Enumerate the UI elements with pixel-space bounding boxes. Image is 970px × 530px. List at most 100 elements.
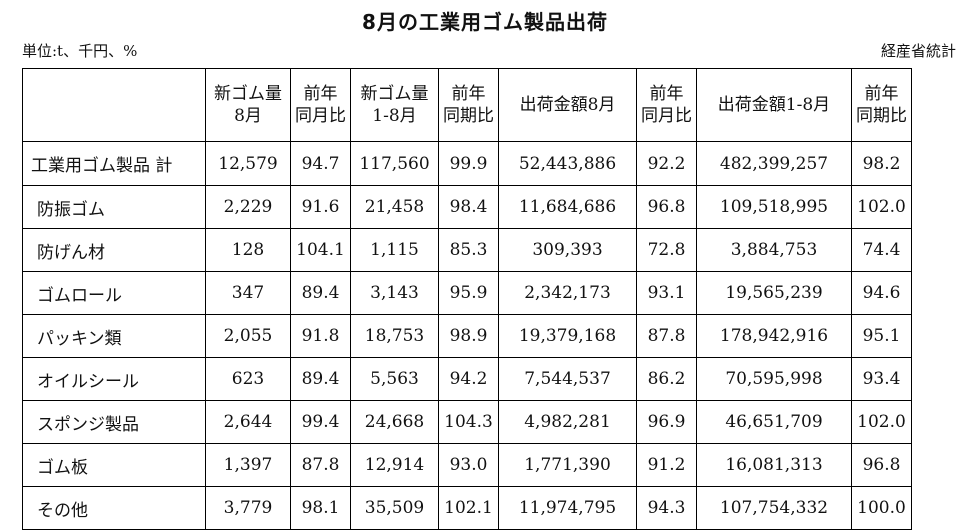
table-cell: 309,393: [498, 228, 637, 272]
table-cell: 70,595,998: [696, 357, 852, 401]
row-category: 工業用ゴム製品 計: [22, 141, 206, 186]
table-cell: 100.0: [851, 486, 912, 530]
table-row: その他 3,779 98.1 35,509 102.1 11,974,795 94.3 107…: [22, 486, 912, 530]
table-row: ゴムロール 347 89.4 3,143 95.9 2,342,173 93.1 19,565…: [22, 271, 912, 315]
column-header: [22, 68, 206, 142]
row-category: ゴム板: [22, 443, 206, 487]
column-header-line: 前年: [451, 84, 486, 104]
table-cell: 102.0: [851, 185, 912, 229]
table-cell: 16,081,313: [696, 443, 852, 487]
table-cell: 7,544,537: [498, 357, 637, 401]
column-header-line: 同期比: [443, 106, 494, 126]
table-cell: 87.8: [636, 314, 697, 358]
table-cell: 94.2: [438, 357, 499, 401]
table-cell: 3,884,753: [696, 228, 852, 272]
table-cell: 2,055: [205, 314, 291, 358]
shipment-table: 新ゴム量 8月 前年 同月比 新ゴム量 1-8月 前年 同期比 出荷金額8月 前年 同月比 出荷金額1…: [22, 68, 912, 530]
column-header-line: 同期比: [856, 106, 907, 126]
table-cell: 117,560: [350, 141, 439, 186]
table-header: 新ゴム量 8月 前年 同月比 新ゴム量 1-8月 前年 同期比 出荷金額8月 前年 同月比 出荷金額1…: [22, 68, 912, 142]
row-category: オイルシール: [22, 357, 206, 401]
table-cell: 482,399,257: [696, 141, 852, 186]
row-category: パッキン類: [22, 314, 206, 358]
table-cell: 3,143: [350, 271, 439, 315]
table-cell: 11,974,795: [498, 486, 637, 530]
column-header: 出荷金額8月: [498, 68, 637, 142]
row-category: 防げん材: [22, 228, 206, 272]
table-cell: 2,644: [205, 400, 291, 444]
source-note: 経産省統計: [880, 42, 956, 60]
table-cell: 178,942,916: [696, 314, 852, 358]
table-cell: 104.1: [290, 228, 351, 272]
page-title: 8月の工業用ゴム製品出荷: [362, 10, 608, 34]
row-category: スポンジ製品: [22, 400, 206, 444]
table-cell: 95.1: [851, 314, 912, 358]
table-cell: 94.6: [851, 271, 912, 315]
unit-note: 単位:t、千円、%: [22, 42, 138, 60]
column-header-line: 出荷金額1-8月: [717, 95, 831, 115]
column-header-line: 新ゴム量: [360, 84, 429, 104]
table-cell: 12,914: [350, 443, 439, 487]
table-cell: 1,771,390: [498, 443, 637, 487]
table-cell: 99.4: [290, 400, 351, 444]
table-body: 工業用ゴム製品 計 12,579 94.7 117,560 99.9 52,443,886…: [22, 141, 912, 530]
table-cell: 2,229: [205, 185, 291, 229]
column-header-line: 同月比: [295, 106, 346, 126]
table-cell: 19,379,168: [498, 314, 637, 358]
table-cell: 19,565,239: [696, 271, 852, 315]
table-cell: 5,563: [350, 357, 439, 401]
table-cell: 98.1: [290, 486, 351, 530]
column-header: 新ゴム量 8月: [205, 68, 291, 142]
table-cell: 3,779: [205, 486, 291, 530]
table-cell: 91.2: [636, 443, 697, 487]
column-header-line: 新ゴム量: [214, 84, 282, 104]
table-cell: 2,342,173: [498, 271, 637, 315]
table-cell: 12,579: [205, 141, 291, 186]
column-header-line: 8月: [234, 106, 262, 126]
table-cell: 109,518,995: [696, 185, 852, 229]
table-cell: 102.1: [438, 486, 499, 530]
table-row: ゴム板 1,397 87.8 12,914 93.0 1,771,390 91.2 16,08…: [22, 443, 912, 487]
table-cell: 91.8: [290, 314, 351, 358]
column-header-line: 同月比: [641, 106, 692, 126]
table-cell: 96.8: [851, 443, 912, 487]
column-header: 前年 同月比: [290, 68, 351, 142]
column-header: 新ゴム量 1-8月: [350, 68, 439, 142]
row-category: 防振ゴム: [22, 185, 206, 229]
table-cell: 46,651,709: [696, 400, 852, 444]
table-cell: 98.4: [438, 185, 499, 229]
table-cell: 94.3: [636, 486, 697, 530]
table-cell: 87.8: [290, 443, 351, 487]
table-row: オイルシール 623 89.4 5,563 94.2 7,544,537 86.2 70,59…: [22, 357, 912, 401]
column-header-line: 1-8月: [372, 106, 417, 126]
table-cell: 92.2: [636, 141, 697, 186]
table-cell: 89.4: [290, 271, 351, 315]
table-cell: 623: [205, 357, 291, 401]
table-cell: 93.1: [636, 271, 697, 315]
column-header-line: 前年: [864, 84, 899, 104]
table-cell: 35,509: [350, 486, 439, 530]
column-header: 前年 同期比: [438, 68, 499, 142]
table-cell: 96.8: [636, 185, 697, 229]
column-header: 前年 同月比: [636, 68, 697, 142]
table-cell: 128: [205, 228, 291, 272]
table-row: パッキン類 2,055 91.8 18,753 98.9 19,379,168 87.8 17…: [22, 314, 912, 358]
table-cell: 96.9: [636, 400, 697, 444]
table-cell: 86.2: [636, 357, 697, 401]
table-row: 防振ゴム 2,229 91.6 21,458 98.4 11,684,686 96.8 109…: [22, 185, 912, 229]
table-cell: 98.2: [851, 141, 912, 186]
table-cell: 1,115: [350, 228, 439, 272]
table-row: 工業用ゴム製品 計 12,579 94.7 117,560 99.9 52,443,886…: [22, 141, 912, 186]
column-header: 前年 同期比: [851, 68, 912, 142]
table-cell: 99.9: [438, 141, 499, 186]
table-row: スポンジ製品 2,644 99.4 24,668 104.3 4,982,281 96.9 4…: [22, 400, 912, 444]
table-cell: 89.4: [290, 357, 351, 401]
column-header-line: 前年: [649, 84, 684, 104]
table-cell: 11,684,686: [498, 185, 637, 229]
table-cell: 93.4: [851, 357, 912, 401]
table-cell: 94.7: [290, 141, 351, 186]
table-cell: 104.3: [438, 400, 499, 444]
table-cell: 91.6: [290, 185, 351, 229]
column-header-line: 前年: [303, 84, 338, 104]
table-cell: 1,397: [205, 443, 291, 487]
